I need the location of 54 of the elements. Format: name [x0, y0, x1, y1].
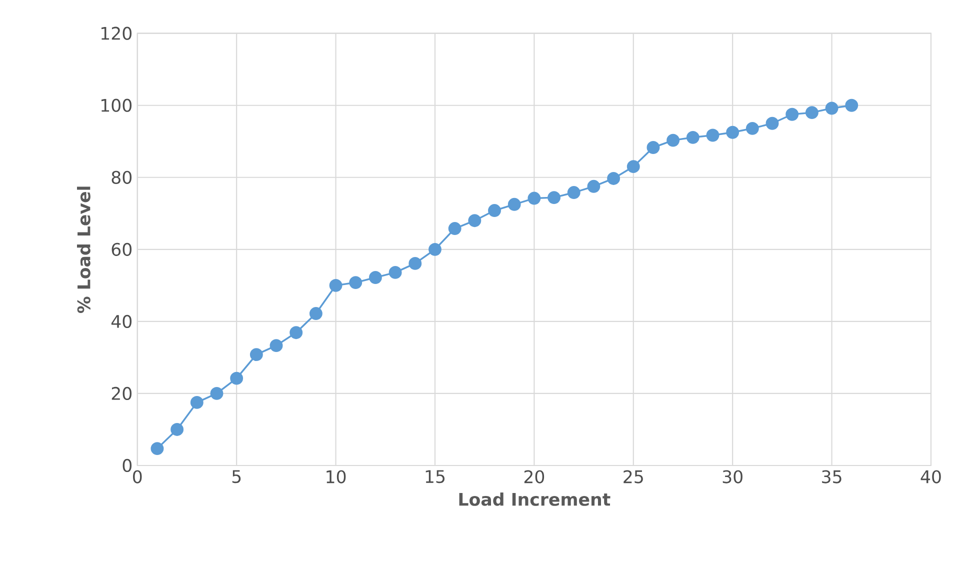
point: [170, 423, 184, 436]
point: [825, 102, 838, 115]
point: [270, 339, 283, 352]
x-tick-label: 5: [232, 470, 241, 484]
point: [388, 266, 402, 279]
point: [746, 122, 759, 135]
x-tick-label: 20: [524, 470, 544, 484]
point: [230, 372, 244, 385]
y-tick-label: 0: [122, 459, 132, 472]
point: [190, 396, 204, 409]
x-tick-label: 40: [920, 470, 941, 484]
point: [329, 279, 342, 292]
point: [250, 348, 263, 362]
point: [309, 307, 322, 320]
y-tick-label: 120: [101, 26, 132, 40]
y-tick-label: 60: [112, 242, 132, 256]
point: [646, 141, 660, 154]
point: [210, 387, 224, 400]
y-tick-label: 20: [112, 386, 132, 400]
y-tick-label: 80: [112, 170, 132, 184]
x-axis-title: Load Increment: [459, 492, 610, 506]
x-tick-label: 10: [326, 470, 346, 484]
point: [845, 98, 858, 112]
point: [686, 131, 700, 144]
point: [488, 204, 501, 218]
point: [349, 276, 362, 290]
point: [607, 172, 620, 186]
point: [706, 128, 720, 142]
point: [766, 116, 779, 130]
point: [150, 442, 164, 456]
point: [726, 126, 740, 139]
point: [368, 271, 382, 284]
point: [448, 222, 462, 236]
y-axis-title: % Load Level: [77, 186, 90, 314]
point: [666, 134, 680, 147]
point: [508, 198, 521, 211]
x-tick-label: 30: [722, 470, 742, 484]
x-tick-label: 0: [133, 470, 142, 484]
x-tick-label: 35: [822, 470, 842, 484]
point: [528, 192, 541, 205]
point: [290, 326, 303, 340]
y-tick-label: 100: [101, 98, 132, 112]
point: [408, 257, 422, 270]
point: [548, 191, 560, 204]
x-tick-label: 25: [624, 470, 643, 484]
point: [626, 160, 640, 174]
point: [786, 108, 799, 121]
point: [805, 106, 818, 120]
point: [428, 243, 442, 256]
x-tick-label: 15: [426, 470, 444, 484]
point: [468, 214, 482, 228]
point: [567, 186, 580, 200]
y-tick-label: 40: [111, 314, 132, 328]
point: [587, 180, 600, 193]
